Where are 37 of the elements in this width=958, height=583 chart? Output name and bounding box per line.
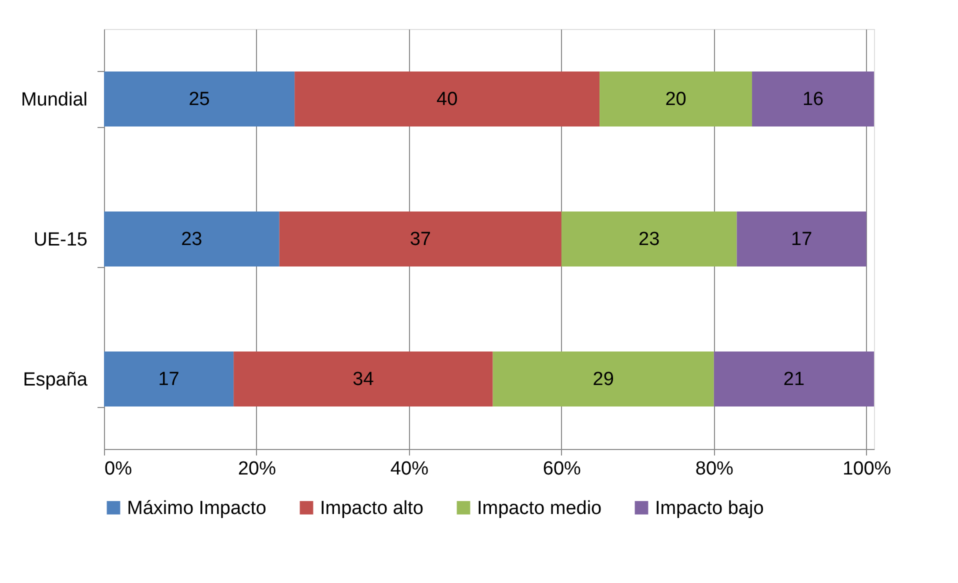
data-label: 40: [436, 89, 458, 110]
legend-label: Impacto alto: [320, 498, 424, 519]
x-tick-label: 80%: [695, 458, 734, 480]
legend-label: Impacto bajo: [655, 498, 764, 519]
x-tick-label: 20%: [238, 458, 276, 480]
x-tick-label: 100%: [842, 458, 892, 480]
bar: [279, 212, 562, 266]
data-label: 23: [638, 229, 660, 250]
x-tick-label: 0%: [104, 458, 132, 480]
data-label: 16: [802, 89, 824, 110]
data-label: 25: [188, 89, 210, 110]
bar: [752, 72, 874, 126]
y-tick-label: UE-15: [34, 230, 88, 250]
bar: [104, 352, 234, 406]
bar: [104, 72, 295, 126]
x-tick-label: 60%: [542, 458, 582, 480]
data-label: 17: [791, 229, 812, 250]
bar: [600, 72, 752, 126]
data-label: 37: [410, 229, 431, 250]
bar: [492, 352, 714, 406]
data-label: 21: [783, 369, 805, 390]
y-tick-label: España: [23, 370, 88, 390]
data-label: 20: [665, 89, 686, 110]
bar: [736, 212, 866, 266]
bar: [104, 212, 280, 266]
x-tick-label: 40%: [390, 458, 429, 480]
bar: [234, 352, 493, 406]
bar: [561, 212, 737, 266]
data-label: 34: [352, 369, 374, 390]
legend-label: Impacto medio: [477, 498, 602, 519]
data-label: 23: [181, 229, 202, 250]
bar: [294, 72, 600, 126]
bar: [714, 352, 874, 406]
legend-label: Máximo Impacto: [127, 498, 266, 519]
y-tick-label: Mundial: [20, 90, 88, 110]
data-label: 29: [592, 369, 614, 390]
data-label: 17: [158, 369, 180, 390]
